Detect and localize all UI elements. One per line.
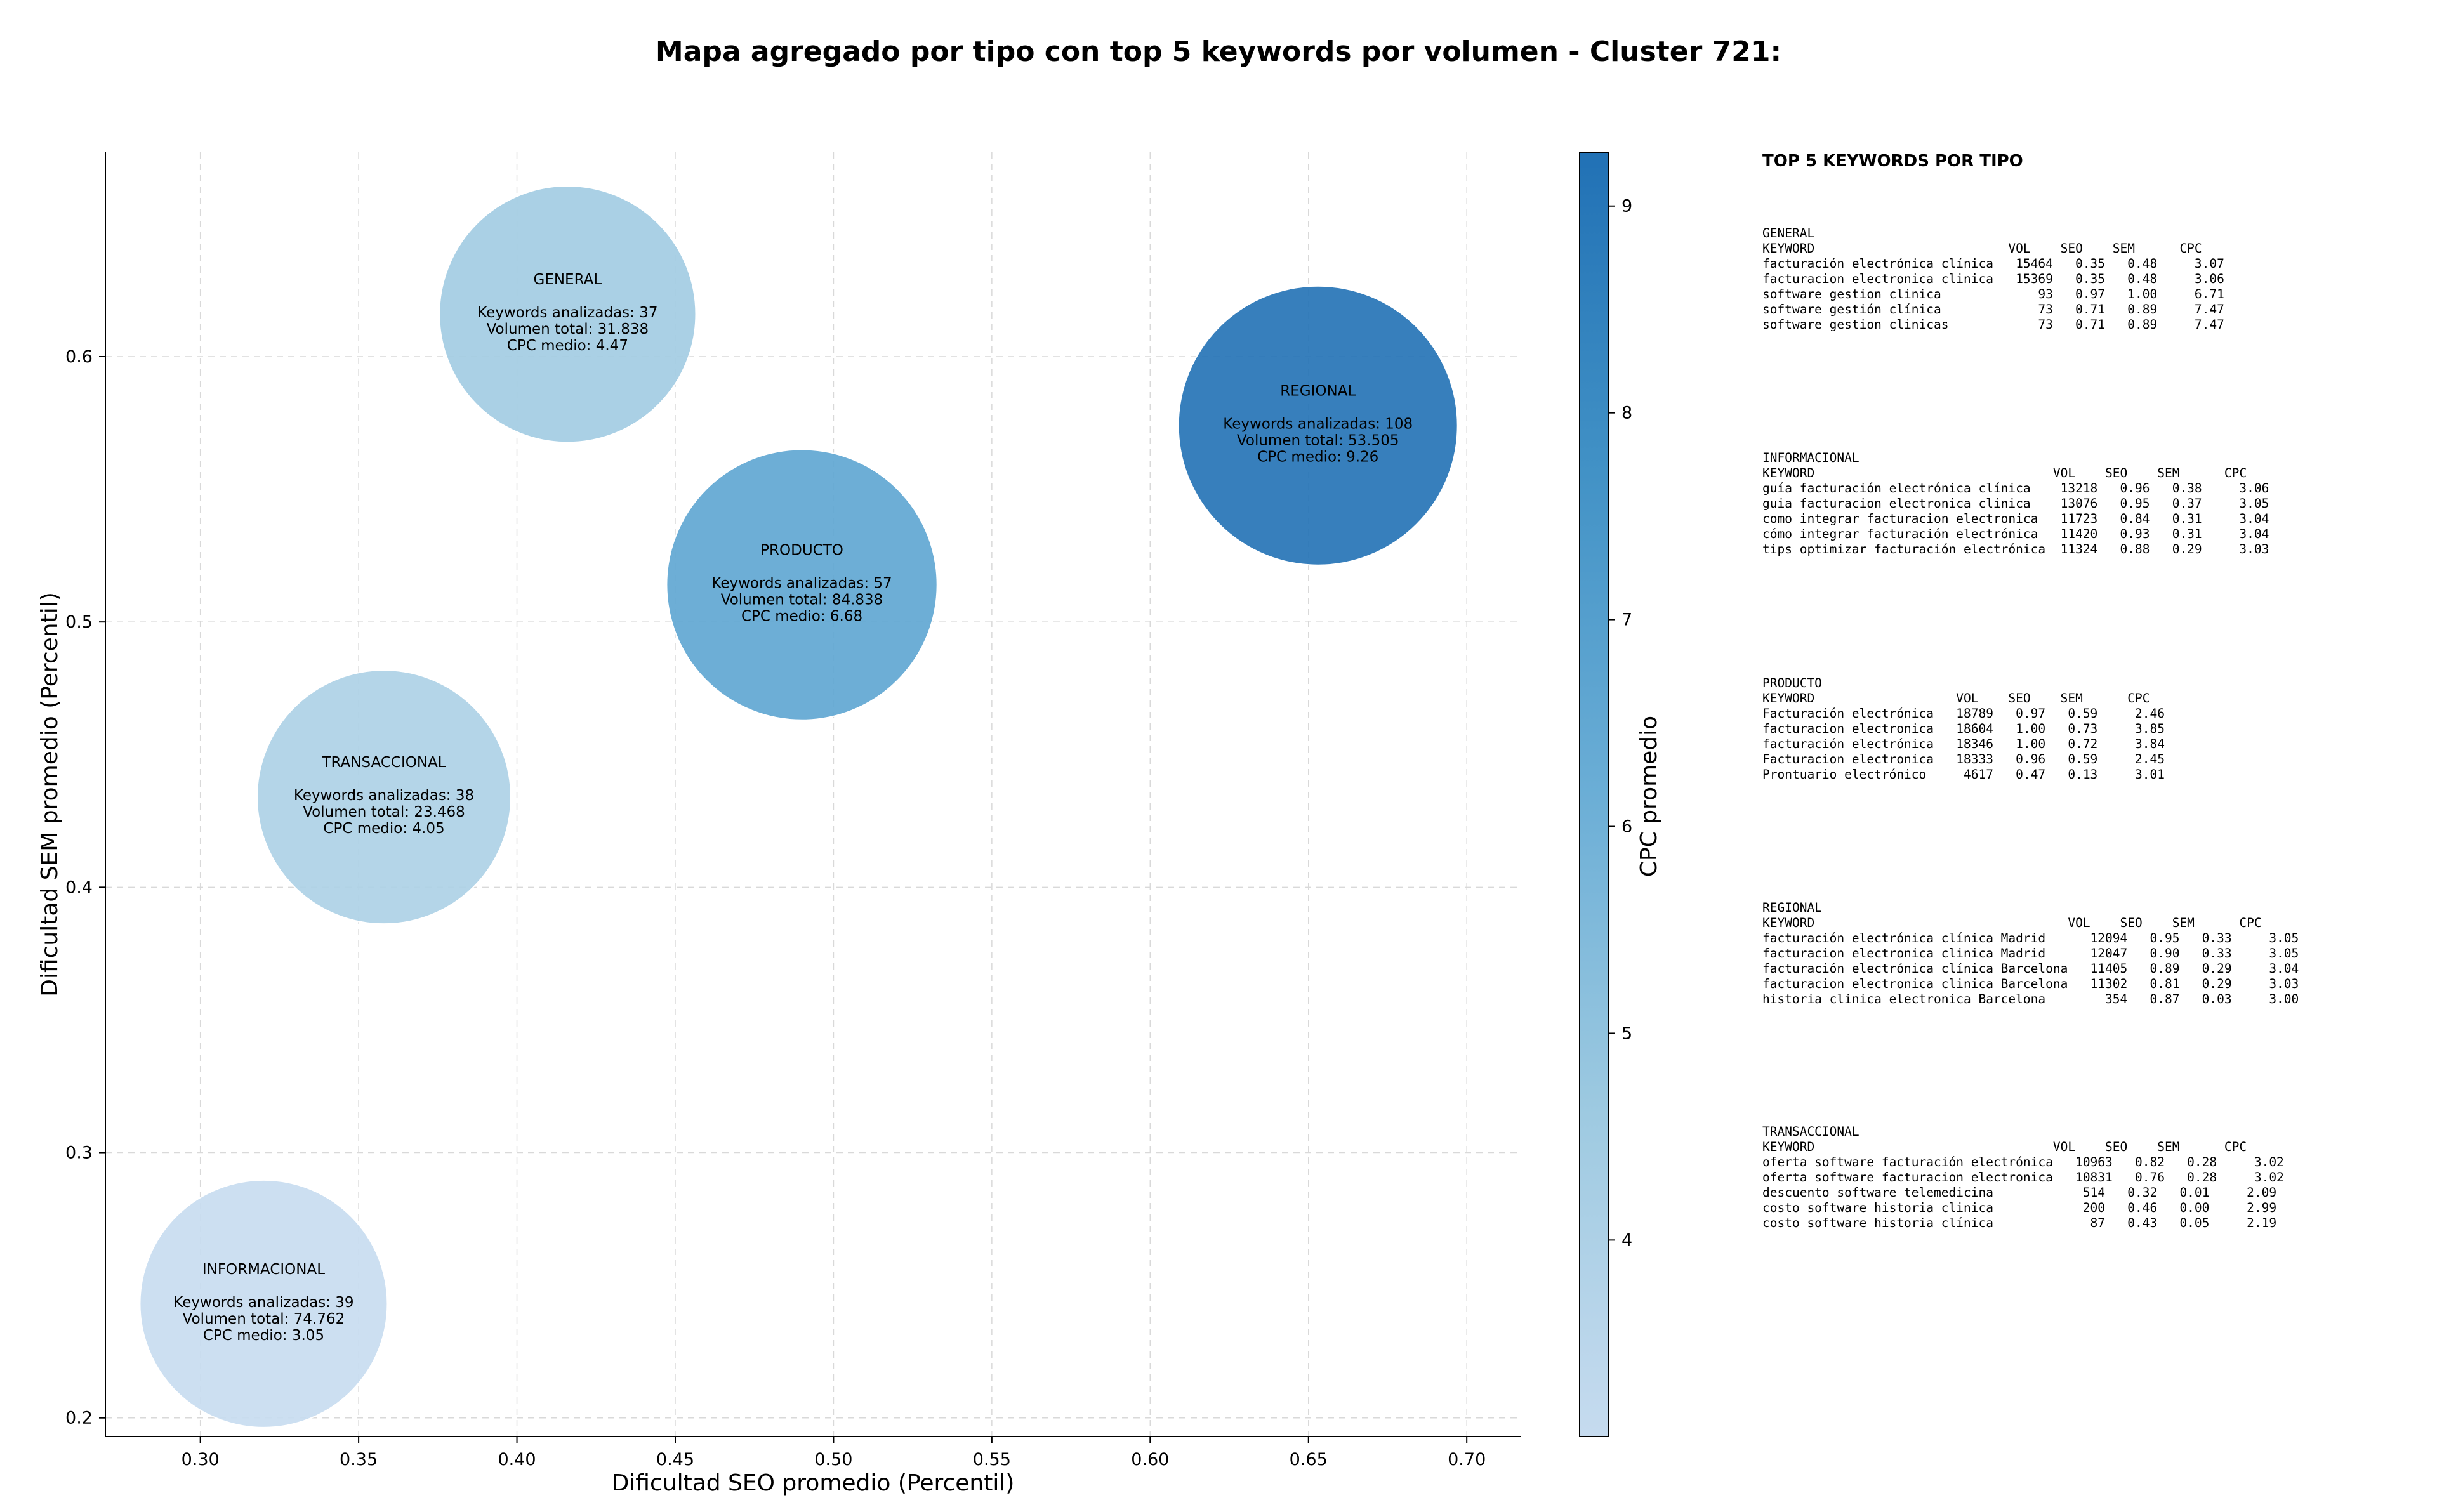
panel-table-row: facturacion electronica clinica Barcelon… xyxy=(1762,976,2299,991)
bubble-volume-text: Volumen total: 23.468 xyxy=(303,804,465,820)
panel-table-row: facturacion electronica clinica 15369 0.… xyxy=(1762,272,2224,286)
panel-table-row: facturación electrónica 18346 1.00 0.72 … xyxy=(1762,737,2165,751)
bubble-keywords-text: Keywords analizadas: 37 xyxy=(477,305,657,321)
panel-table-row: facturacion electronica clinica Madrid 1… xyxy=(1762,946,2299,961)
panel-table-row: Facturación electrónica 18789 0.97 0.59 … xyxy=(1762,706,2165,721)
bubble-transaccional: TRANSACCIONAL Keywords analizadas: 38Volu… xyxy=(256,669,512,925)
bubble-cpc-text: CPC medio: 6.68 xyxy=(741,608,862,625)
x-tick-label: 0.55 xyxy=(973,1450,1011,1469)
x-tick-label: 0.60 xyxy=(1131,1450,1169,1469)
bubble-circle xyxy=(666,449,938,721)
bubble-type-label: REGIONAL xyxy=(1280,383,1356,400)
panel-table-row: guia facturacion electronica clinica 130… xyxy=(1762,496,2269,511)
colorbar-tick-label: 8 xyxy=(1621,404,1632,423)
bubble-keywords-text: Keywords analizadas: 39 xyxy=(173,1294,353,1311)
x-axis-label: Dificultad SEO promedio (Percentil) xyxy=(612,1470,1015,1496)
bubble-volume-text: Volumen total: 31.838 xyxy=(487,321,649,338)
panel-group-name: PRODUCTO xyxy=(1762,676,1822,690)
x-tick-label: 0.45 xyxy=(656,1450,694,1469)
bubble-circle xyxy=(1177,285,1458,566)
panel-table-row: descuento software telemedicina 514 0.32… xyxy=(1762,1185,2276,1200)
colorbar-tick-label: 7 xyxy=(1621,610,1632,630)
bubble-cpc-text: CPC medio: 9.26 xyxy=(1257,449,1378,466)
panel-table-row: facturación electrónica clínica Madrid 1… xyxy=(1762,931,2299,945)
bubble-cpc-text: CPC medio: 4.05 xyxy=(323,820,444,837)
y-tick-label: 0.3 xyxy=(65,1143,93,1163)
x-tick-label: 0.35 xyxy=(340,1450,378,1469)
x-tick-label: 0.40 xyxy=(498,1450,536,1469)
colorbar-tick-label: 9 xyxy=(1621,197,1632,216)
colorbar-label: CPC promedio xyxy=(1636,716,1662,877)
panel-table-row: tips optimizar facturación electrónica 1… xyxy=(1762,542,2269,556)
panel-table-row: oferta software facturación electrónica … xyxy=(1762,1155,2284,1169)
bubble-volume-text: Volumen total: 53.505 xyxy=(1237,433,1399,449)
bubble-type-label: INFORMACIONAL xyxy=(202,1261,325,1278)
panel-table-header: KEYWORD VOL SEO SEM CPC xyxy=(1762,691,2150,706)
y-tick-label: 0.2 xyxy=(65,1409,93,1428)
chart-title: Mapa agregado por tipo con top 5 keyword… xyxy=(656,36,1781,68)
panel-table-row: Prontuario electrónico 4617 0.47 0.13 3.… xyxy=(1762,767,2165,782)
panel-table-row: Facturacion electronica 18333 0.96 0.59 … xyxy=(1762,752,2165,766)
panel-table-row: historia clinica electronica Barcelona 3… xyxy=(1762,992,2299,1006)
panel-table-row: facturación electrónica clínica 15464 0.… xyxy=(1762,256,2224,271)
y-tick-label: 0.6 xyxy=(65,347,93,367)
x-tick-label: 0.30 xyxy=(182,1450,220,1469)
bubble-regional: REGIONAL Keywords analizadas: 108Volumen … xyxy=(1177,285,1458,566)
colorbar xyxy=(1579,152,1609,1437)
bubble-keywords-text: Keywords analizadas: 38 xyxy=(294,787,474,804)
bubble-volume-text: Volumen total: 74.762 xyxy=(183,1311,345,1327)
panel-table-row: software gestión clínica 73 0.71 0.89 7.… xyxy=(1762,302,2224,317)
y-tick-label: 0.5 xyxy=(65,612,93,632)
panel-group-name: GENERAL xyxy=(1762,226,1814,240)
bubble-circle xyxy=(256,669,512,925)
x-tick-label: 0.70 xyxy=(1448,1450,1486,1469)
panel-table-row: facturación electrónica clínica Barcelon… xyxy=(1762,961,2299,976)
panel-table-row: guía facturación electrónica clínica 132… xyxy=(1762,481,2269,496)
panel-table-header: KEYWORD VOL SEO SEM CPC xyxy=(1762,916,2262,930)
panel-table-header: KEYWORD VOL SEO SEM CPC xyxy=(1762,241,2202,256)
bubble-cpc-text: CPC medio: 3.05 xyxy=(203,1327,324,1344)
bubble-circle xyxy=(139,1179,388,1428)
panel-table-row: facturacion electronica 18604 1.00 0.73 … xyxy=(1762,721,2165,736)
bubble-keywords-text: Keywords analizadas: 108 xyxy=(1223,416,1413,433)
bubble-volume-text: Volumen total: 84.838 xyxy=(721,592,883,608)
bubble-type-label: GENERAL xyxy=(534,272,602,288)
panel-table-header: KEYWORD VOL SEO SEM CPC xyxy=(1762,466,2247,480)
bubble-informacional: INFORMACIONAL Keywords analizadas: 39Volu… xyxy=(139,1179,388,1428)
panel-group-name: TRANSACCIONAL xyxy=(1762,1124,1859,1139)
panel-title: TOP 5 KEYWORDS POR TIPO xyxy=(1762,152,2023,171)
bubble-cpc-text: CPC medio: 4.47 xyxy=(507,338,628,354)
panel-table-row: como integrar facturacion electronica 11… xyxy=(1762,511,2269,526)
colorbar-tick-label: 4 xyxy=(1621,1230,1632,1250)
colorbar-tick-label: 6 xyxy=(1621,817,1632,837)
panel-table-row: costo software historia clinica 200 0.46… xyxy=(1762,1200,2276,1215)
y-tick-label: 0.4 xyxy=(65,878,93,897)
panel-table-row: cómo integrar facturación electrónica 11… xyxy=(1762,527,2269,541)
panel-table-row: oferta software facturacion electronica … xyxy=(1762,1170,2284,1185)
panel-table-row: software gestion clinica 93 0.97 1.00 6.… xyxy=(1762,287,2224,301)
x-tick-label: 0.65 xyxy=(1290,1450,1328,1469)
panel-group-name: INFORMACIONAL xyxy=(1762,450,1859,465)
panel-table-header: KEYWORD VOL SEO SEM CPC xyxy=(1762,1140,2247,1154)
bubble-circle xyxy=(439,185,697,444)
x-tick-label: 0.50 xyxy=(814,1450,852,1469)
bubble-type-label: TRANSACCIONAL xyxy=(321,754,446,771)
bubble-type-label: PRODUCTO xyxy=(760,542,843,559)
y-axis-label: Dificultad SEM promedio (Percentil) xyxy=(37,592,63,997)
bubble-keywords-text: Keywords analizadas: 57 xyxy=(711,575,892,592)
axis-ticks: 0.30 0.35 0.40 0.45 0.50 0.55 0.60 0.65 0.70 0.2 0… xyxy=(65,347,1486,1469)
panel-table-row: software gestion clinicas 73 0.71 0.89 7… xyxy=(1762,317,2224,332)
panel-group-name: REGIONAL xyxy=(1762,900,1822,915)
colorbar-ticks: 4 5 6 7 8 9 xyxy=(1609,197,1632,1250)
colorbar-tick-label: 5 xyxy=(1621,1023,1632,1043)
panel-table-row: costo software historia clínica 87 0.43 … xyxy=(1762,1216,2276,1230)
